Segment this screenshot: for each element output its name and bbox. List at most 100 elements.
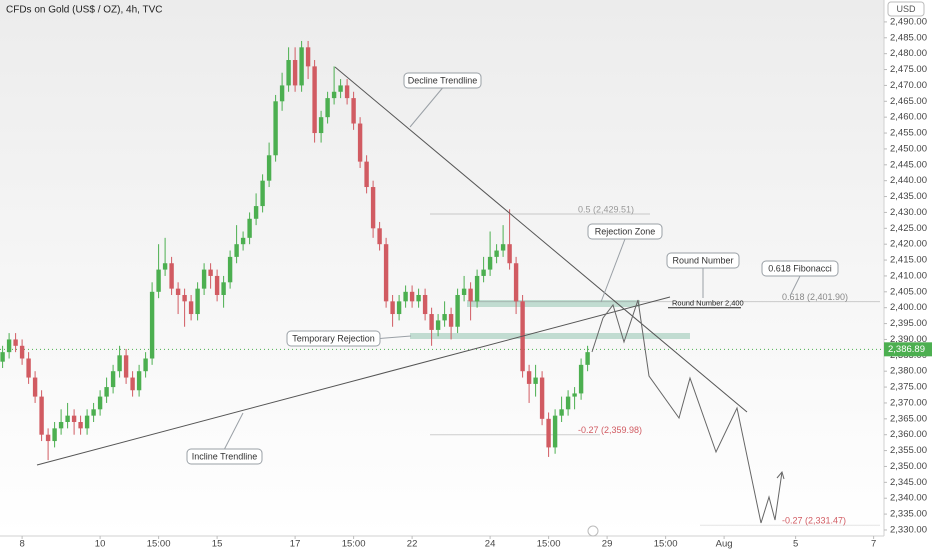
candle-body (448, 314, 454, 327)
fib-label: -0.27 (2,331.47) (782, 516, 846, 526)
callout-label: Rejection Zone (595, 226, 656, 236)
y-tick-label: 2,420.00 (890, 239, 927, 250)
callout-label: Temporary Rejection (292, 333, 375, 343)
candle-body (578, 364, 584, 394)
y-tick-label: 2,350.00 (890, 461, 927, 472)
candle-body (442, 314, 447, 321)
x-tick-label: 15:00 (342, 539, 366, 550)
candle-body (487, 256, 493, 270)
candle-body (6, 339, 12, 353)
y-tick-label: 2,360.00 (890, 429, 927, 440)
last-price-box (884, 342, 932, 357)
candle-body (65, 415, 70, 423)
candle-body (533, 377, 538, 384)
candle-body (175, 288, 181, 295)
candle-body (45, 434, 51, 442)
candle-body (585, 352, 590, 365)
last-price-label: 2,386.89 (888, 344, 925, 355)
candle-body (325, 98, 330, 118)
y-tick-label: 2,450.00 (890, 143, 927, 154)
candle-body (201, 269, 207, 289)
candle-body (162, 263, 168, 270)
y-tick-label: 2,335.00 (890, 509, 927, 520)
projection-path (591, 299, 783, 524)
currency-box[interactable] (887, 1, 925, 17)
chart-title: CFDs on Gold (US$ / OZ), 4h, TVC (6, 5, 163, 16)
candle-body (513, 263, 519, 302)
fib-label: 0.618 (2,401.90) (782, 292, 848, 302)
round-number-label: Round Number 2,400 (672, 299, 744, 308)
callout-box (403, 72, 482, 89)
candle-body (234, 244, 239, 257)
candle-body (26, 358, 31, 378)
candle-body (305, 47, 311, 67)
callout-box (286, 330, 381, 347)
candle-body (188, 301, 194, 315)
y-tick-label: 2,405.00 (890, 286, 927, 297)
candle-body (273, 101, 278, 156)
candle-body (526, 371, 532, 384)
callout-pointer (224, 412, 244, 450)
candle-body (104, 387, 109, 397)
candle-body (364, 161, 369, 188)
candle-body (344, 85, 350, 99)
x-tick-label: Aug (716, 539, 733, 550)
candle-body (455, 294, 460, 327)
y-tick-label: 2,375.00 (890, 382, 927, 393)
y-tick-label: 2,380.00 (890, 366, 927, 377)
candle-body (539, 377, 545, 419)
candle-body (552, 415, 558, 448)
y-tick-label: 2,485.00 (890, 32, 927, 43)
candle-body (0, 352, 5, 362)
callout-label: 0.618 Fibonacci (768, 263, 832, 273)
candle-body (260, 180, 265, 207)
candle-body (253, 206, 259, 219)
candle-body (351, 98, 356, 124)
x-tick-label: 8 (19, 539, 24, 550)
callout-label: Round Number (672, 255, 733, 265)
candle-body (494, 250, 499, 257)
y-tick-label: 2,490.00 (890, 16, 927, 27)
candle-body (429, 314, 434, 330)
candle-body (39, 396, 44, 435)
logo (587, 525, 599, 537)
y-tick-label: 2,340.00 (890, 493, 927, 504)
candle-body (572, 393, 577, 397)
candle-body (461, 288, 467, 295)
candle-body (507, 244, 512, 264)
candle-body (279, 85, 285, 102)
callout-pointer (379, 335, 412, 339)
y-tick-label: 2,440.00 (890, 175, 927, 186)
y-tick-label: 2,345.00 (890, 477, 927, 488)
candle-body (292, 60, 298, 86)
y-tick-label: 2,435.00 (890, 191, 927, 202)
y-tick-label: 2,365.00 (890, 413, 927, 424)
price-axis-background (884, 0, 932, 550)
y-tick-label: 2,470.00 (890, 80, 927, 91)
y-tick-label: 2,330.00 (890, 524, 927, 535)
x-tick-label: 5 (793, 539, 798, 550)
x-tick-label: 15:00 (147, 539, 171, 550)
y-tick-label: 2,430.00 (890, 207, 927, 218)
candle-body (91, 409, 96, 416)
callout-label: Incline Trendline (192, 451, 258, 461)
rejection-zone (467, 300, 640, 307)
callout-label: Decline Trendline (408, 75, 478, 85)
fib-label: 0.5 (2,429.51) (578, 204, 634, 214)
candle-body (357, 123, 363, 162)
y-tick-label: 2,400.00 (890, 302, 927, 313)
candle-body (149, 291, 155, 359)
x-tick-label: 24 (485, 539, 496, 550)
callout-box (587, 223, 663, 240)
candle-body (117, 355, 122, 372)
candle-body (97, 396, 103, 410)
candle-body (221, 282, 226, 295)
candle-body (19, 345, 25, 359)
candle-body (286, 60, 291, 86)
candle-body (130, 377, 135, 391)
callout-pointer (409, 87, 443, 128)
candle-body (435, 320, 441, 330)
y-tick-label: 2,410.00 (890, 270, 927, 281)
y-tick-label: 2,465.00 (890, 96, 927, 107)
